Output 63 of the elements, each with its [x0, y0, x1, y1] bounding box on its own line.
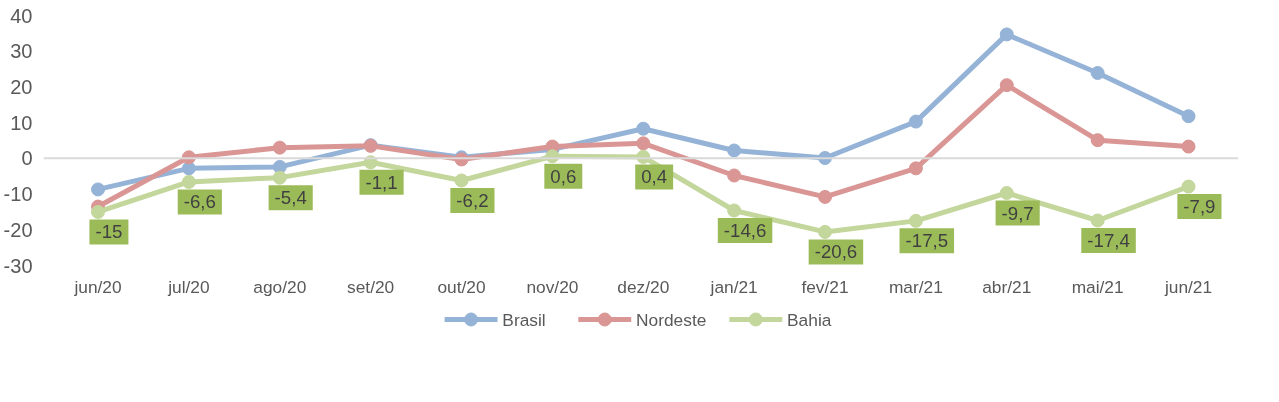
x-tick-label: nov/20 — [526, 276, 579, 297]
data-label: -6,2 — [456, 190, 489, 211]
legend-label: Nordeste — [636, 309, 707, 330]
point — [908, 161, 923, 176]
x-tick-label: set/20 — [347, 276, 395, 297]
point — [1181, 109, 1196, 124]
point — [91, 204, 106, 219]
y-tick-label: 30 — [10, 40, 33, 63]
point — [999, 78, 1014, 93]
point — [999, 27, 1014, 42]
x-tick-label: abr/21 — [982, 276, 1032, 297]
point — [272, 170, 287, 185]
data-label: 0,4 — [641, 166, 668, 188]
point — [908, 114, 923, 129]
point — [272, 140, 287, 155]
point — [908, 213, 923, 228]
y-tick-label: -30 — [3, 254, 33, 277]
point — [181, 161, 196, 176]
point — [1090, 66, 1105, 80]
data-label: -1,1 — [365, 171, 398, 193]
point — [1181, 139, 1196, 154]
point — [454, 173, 469, 188]
x-tick-label: fev/21 — [801, 276, 849, 297]
data-label: -17,4 — [1087, 230, 1130, 251]
point — [181, 174, 196, 189]
x-tick-label: jul/20 — [167, 276, 210, 297]
point — [636, 121, 651, 136]
data-label: 0,6 — [550, 165, 577, 187]
legend-label: Brasil — [502, 309, 546, 330]
point — [818, 189, 833, 204]
point — [636, 136, 651, 151]
y-tick-label: 40 — [10, 4, 33, 27]
y-tick-label: 0 — [21, 147, 33, 170]
point — [91, 182, 106, 197]
y-tick-label: -10 — [3, 183, 33, 206]
x-tick-label: ago/20 — [253, 276, 307, 297]
x-tick-label: mai/21 — [1071, 276, 1124, 297]
data-label: -15 — [95, 221, 123, 243]
point — [818, 224, 833, 239]
point — [999, 186, 1014, 200]
point — [1181, 179, 1196, 194]
y-tick-label: 20 — [10, 75, 33, 98]
data-label: -14,6 — [723, 220, 767, 241]
x-tick-label: dez/20 — [617, 276, 670, 297]
point — [727, 143, 742, 158]
point — [727, 168, 742, 183]
x-tick-label: jun/20 — [73, 276, 122, 297]
x-tick-label: out/20 — [437, 276, 486, 297]
point — [1090, 213, 1105, 228]
y-tick-label: -20 — [3, 218, 33, 241]
legend-label: Bahia — [787, 309, 832, 330]
data-label: -7,9 — [1183, 196, 1216, 218]
x-tick-label: mar/21 — [888, 276, 943, 297]
data-label: -9,7 — [1001, 202, 1034, 224]
data-label: -20,6 — [814, 241, 858, 263]
data-label: -6,6 — [183, 191, 216, 213]
point — [727, 203, 742, 218]
data-label: -17,5 — [905, 230, 949, 252]
point — [1090, 133, 1105, 148]
y-tick-label: 10 — [10, 111, 33, 134]
x-tick-label: jun/21 — [1163, 276, 1213, 297]
data-label: -5,4 — [274, 187, 307, 209]
x-tick-label: jan/21 — [709, 276, 758, 297]
